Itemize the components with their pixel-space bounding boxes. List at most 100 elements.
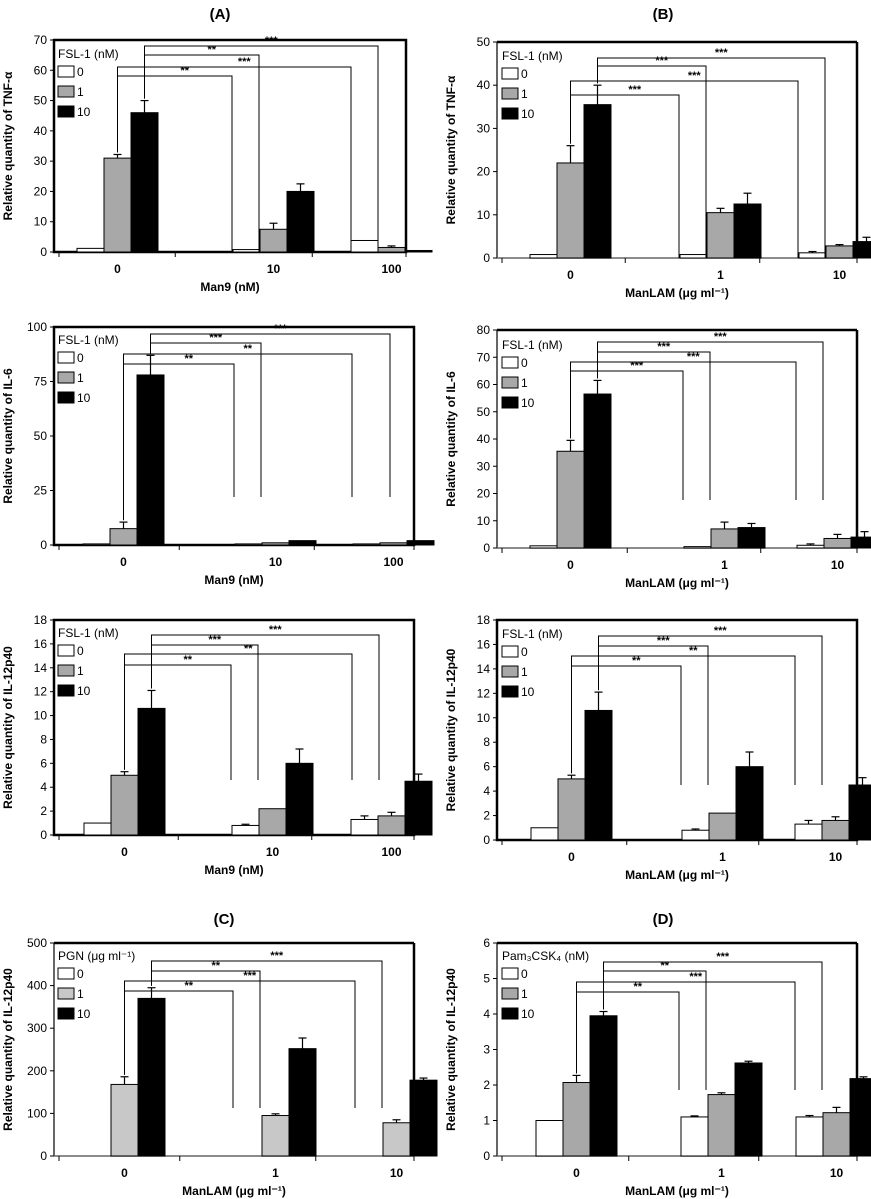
- legend-title: FSL-1 (nM): [502, 338, 563, 352]
- bar: [83, 822, 112, 836]
- bar: [737, 527, 766, 549]
- bar: [285, 762, 314, 836]
- significance-bracket: [151, 634, 380, 780]
- y-tick-label: 1: [483, 1114, 490, 1128]
- y-tick-label: 25: [34, 484, 48, 498]
- bar: [286, 190, 315, 253]
- significance-label: **: [184, 980, 193, 992]
- significance-label: **: [689, 645, 698, 657]
- bar: [409, 1079, 438, 1157]
- x-category-label: 100: [381, 845, 401, 859]
- x-category-label: 1: [719, 850, 726, 864]
- y-tick-label: 6: [40, 756, 47, 770]
- y-tick-label: 4: [40, 780, 47, 794]
- legend-entry: 10: [77, 684, 91, 698]
- significance-label: **: [207, 44, 216, 56]
- bar: [259, 228, 288, 253]
- significance-bracket: [603, 961, 823, 1090]
- significance-bracket: [598, 635, 823, 785]
- y-tick-label: 70: [34, 33, 48, 47]
- y-tick-label: 40: [477, 78, 491, 92]
- x-category-label: 10: [833, 268, 847, 282]
- bar: [258, 808, 287, 836]
- legend-entry: 10: [521, 107, 535, 121]
- y-tick-label: 4: [483, 1007, 490, 1021]
- legend-swatch: [57, 987, 75, 1000]
- bar: [377, 815, 406, 836]
- legend-swatch: [501, 67, 519, 80]
- x-category-label: 1: [717, 268, 724, 282]
- significance-bracket: [124, 980, 356, 1108]
- y-tick-label: 500: [27, 936, 47, 950]
- bar: [562, 1082, 591, 1157]
- legend-swatch: [57, 105, 75, 118]
- significance-label: **: [632, 655, 641, 667]
- x-category-label: 100: [381, 262, 401, 276]
- significance-label: ***: [689, 971, 703, 983]
- x-category-label: 1: [721, 558, 728, 572]
- y-tick-label: 0: [40, 828, 47, 842]
- x-category-label: 0: [120, 555, 127, 569]
- legend-swatch: [501, 376, 519, 389]
- legend-entry: 1: [521, 665, 528, 679]
- significance-bracket: [570, 361, 797, 500]
- bar: [849, 1078, 871, 1157]
- significance-label: ***: [270, 950, 284, 962]
- bar: [735, 766, 764, 841]
- bar: [707, 1094, 736, 1157]
- significance-label: ***: [657, 635, 671, 647]
- bar: [710, 528, 739, 549]
- legend-entry: 1: [77, 85, 84, 99]
- x-category-label: 10: [267, 262, 281, 276]
- x-axis-label: ManLAM (μg ml⁻¹): [625, 286, 729, 300]
- significance-label: ***: [657, 341, 671, 353]
- y-tick-label: 50: [477, 35, 491, 49]
- x-category-label: 0: [121, 1166, 128, 1180]
- y-tick-label: 0: [40, 538, 47, 552]
- y-tick-label: 10: [34, 709, 48, 723]
- bar: [103, 157, 132, 253]
- significance-bracket: [597, 341, 824, 500]
- bar: [583, 104, 612, 259]
- bar: [706, 212, 735, 259]
- legend-entry: 0: [77, 967, 84, 981]
- y-tick-label: 12: [34, 685, 48, 699]
- bar: [708, 812, 737, 841]
- bar: [261, 542, 290, 546]
- legend-title: FSL-1 (nM): [58, 333, 119, 347]
- significance-bracket: [598, 645, 709, 785]
- bar: [130, 112, 159, 253]
- bar: [557, 778, 586, 841]
- bar: [821, 819, 850, 841]
- legend-entry: 1: [521, 87, 528, 101]
- significance-label: **: [211, 960, 220, 972]
- significance-label: ***: [688, 70, 702, 82]
- legend-swatch: [57, 967, 75, 980]
- significance-bracket: [570, 80, 799, 258]
- y-tick-label: 400: [27, 979, 47, 993]
- panel-label-d: (D): [653, 911, 674, 928]
- legend-entry: 10: [77, 1007, 91, 1021]
- legend-entry: 1: [521, 987, 528, 1001]
- legend-swatch: [501, 396, 519, 409]
- significance-bracket: [150, 333, 391, 497]
- y-axis-label: Relative quantity of TNF-α: [444, 75, 458, 224]
- legend-swatch: [57, 351, 75, 364]
- legend-entry: 1: [521, 376, 528, 390]
- significance-label: ***: [243, 970, 257, 982]
- bar: [382, 1122, 411, 1157]
- bar: [529, 545, 558, 549]
- x-axis-label: Man9 (nM): [204, 573, 263, 587]
- significance-label: ***: [628, 84, 642, 96]
- y-axis-label: Relative quantity of IL-6: [444, 371, 458, 507]
- legend-entry: 10: [77, 391, 91, 405]
- bar: [350, 818, 379, 836]
- y-tick-label: 0: [40, 245, 47, 259]
- legend-entry: 0: [521, 645, 528, 659]
- bar: [352, 543, 381, 546]
- bar: [261, 1115, 290, 1157]
